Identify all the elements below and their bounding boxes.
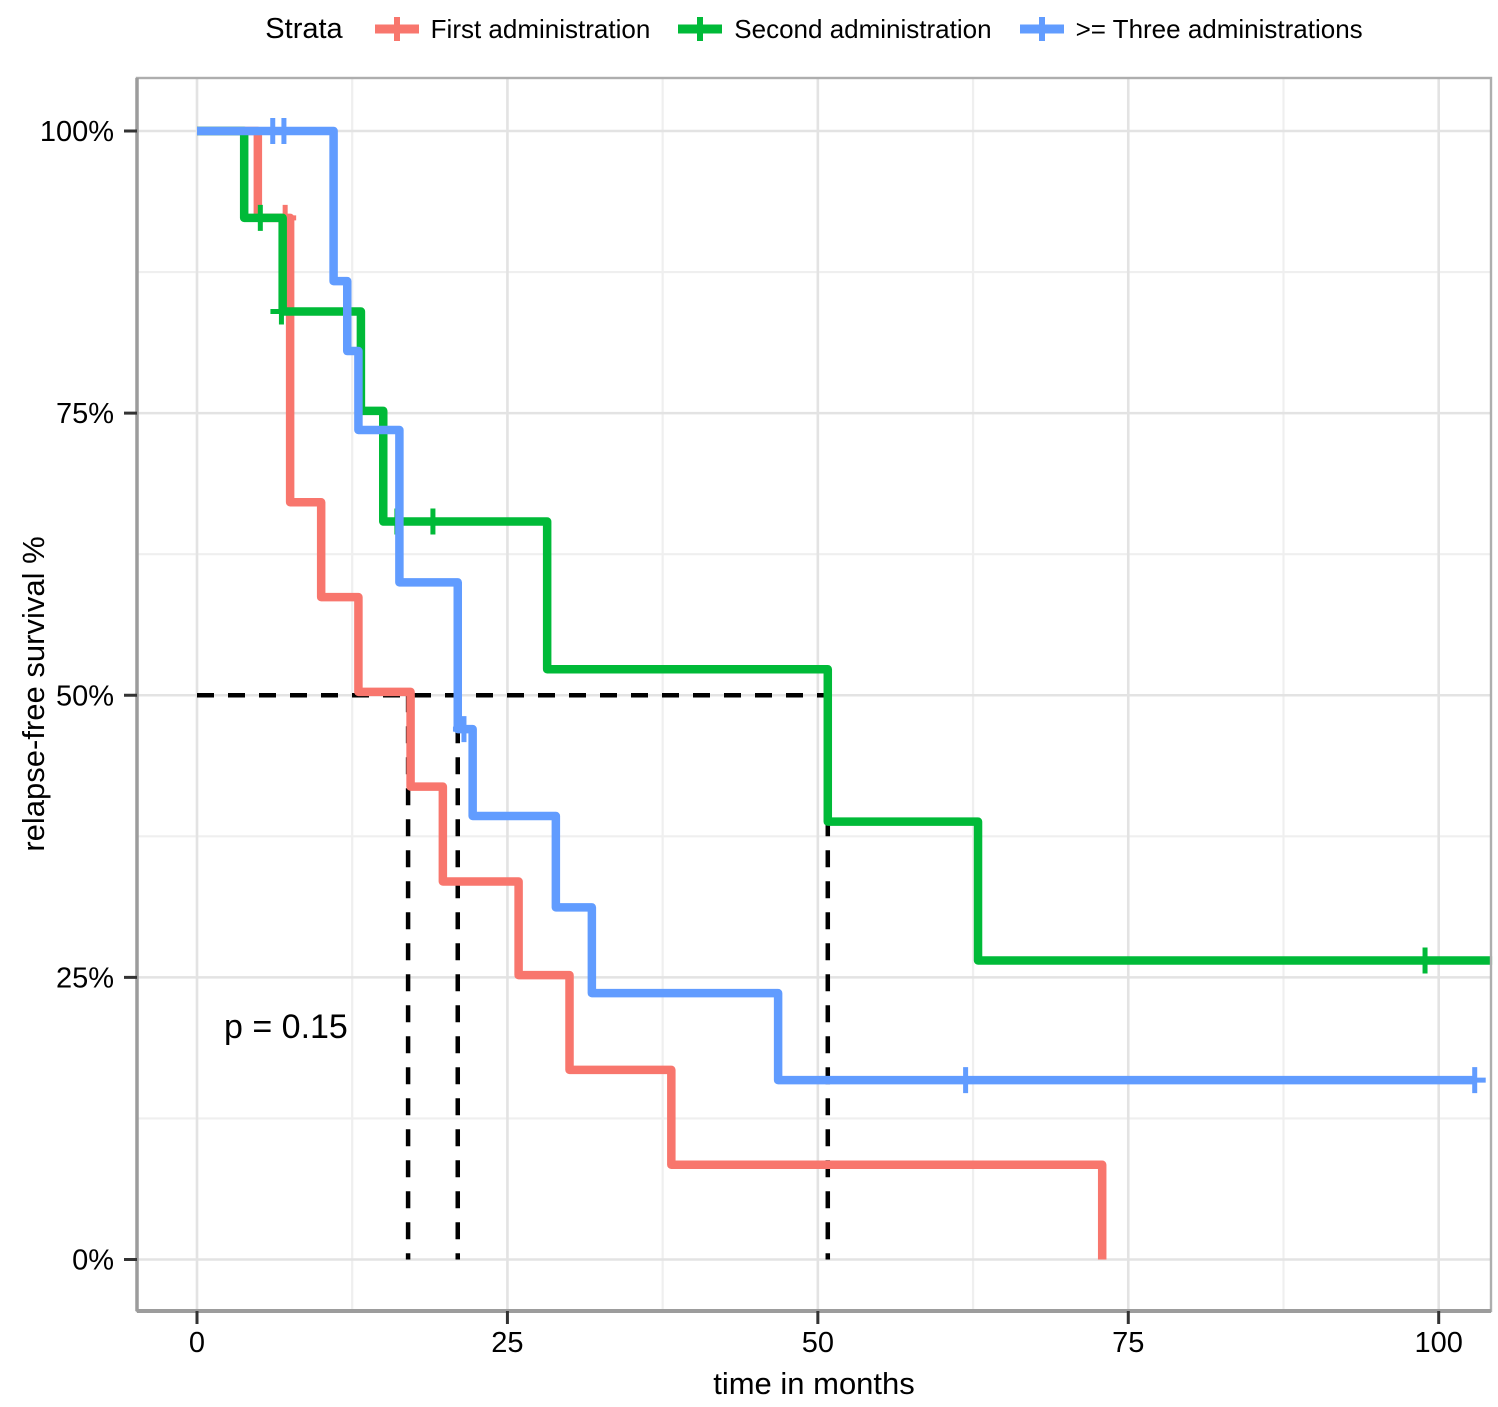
censor-mark-icon (421, 508, 444, 535)
censor-mark-icon (1414, 947, 1437, 974)
censor-mark-icon (249, 204, 272, 231)
x-tick-label: 100 (1415, 1327, 1463, 1359)
legend-item-label: >= Three administrations (1075, 13, 1363, 44)
x-tick-label: 0 (189, 1327, 205, 1359)
legend-item-first-administration: First administration (373, 9, 651, 49)
y-tick-label: 0% (72, 1245, 114, 1277)
x-axis-title: time in months (713, 1366, 915, 1401)
y-tick-label: 75% (56, 398, 114, 430)
p-value-label: p = 0.15 (224, 1008, 348, 1046)
x-tick-label: 25 (491, 1327, 523, 1359)
y-tick-label: 25% (56, 962, 114, 994)
legend-key-icon (1019, 17, 1064, 41)
censor-mark-icon (270, 298, 293, 325)
y-axis-title: relapse-free survival % (16, 536, 51, 852)
x-tick-label: 75 (1112, 1327, 1144, 1359)
censor-mark-icon (954, 1067, 977, 1094)
censor-mark-icon (272, 118, 295, 144)
legend-item-second-administration: Second administration (676, 9, 992, 49)
legend-item-label: Second administration (734, 13, 992, 44)
legend-item-three-administrations: >= Three administrations (1018, 9, 1363, 49)
legend: Strata First administration Second admin… (137, 6, 1491, 52)
censor-mark-icon (452, 716, 475, 743)
survival-curve (197, 126, 1476, 1085)
legend-item-label: First administration (430, 13, 651, 44)
legend-key-icon (678, 17, 723, 41)
y-tick-label: 50% (56, 680, 114, 712)
censor-mark-icon (1463, 1067, 1486, 1094)
x-tick-label: 50 (802, 1327, 834, 1359)
y-tick-label: 100% (40, 116, 114, 148)
legend-title: Strata (265, 12, 343, 45)
legend-key-icon (374, 17, 419, 41)
